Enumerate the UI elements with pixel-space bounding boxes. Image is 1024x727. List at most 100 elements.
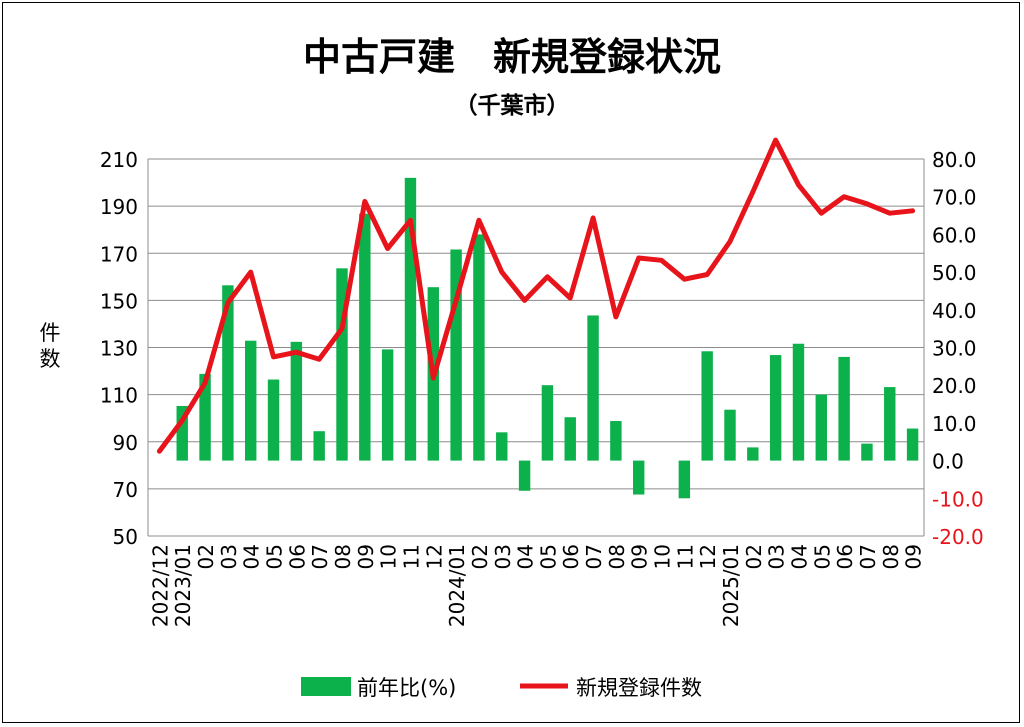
x-tick-label: 09 <box>628 544 652 569</box>
bar <box>290 341 303 461</box>
right-tick-label: 70.0 <box>932 186 977 210</box>
right-axis: -20.0 -10.0 0.0 10.0 20.0 30.0 40.0 50.0 60.0 70.… <box>932 148 984 549</box>
x-tick-label: 2025/01 <box>719 544 743 627</box>
bar <box>222 285 234 461</box>
right-tick-label: 10.0 <box>932 412 977 436</box>
x-tick-label: 11 <box>399 544 423 569</box>
x-tick-label: 05 <box>810 544 834 569</box>
x-tick-label: 07 <box>308 544 332 569</box>
bar <box>587 315 599 461</box>
bar <box>747 447 759 461</box>
x-tick-label: 02 <box>194 544 218 569</box>
x-tick-label: 10 <box>377 544 401 569</box>
legend-bar-label: 前年比(%) <box>357 676 456 700</box>
x-tick-label: 2023/01 <box>171 544 195 627</box>
bar <box>861 443 873 461</box>
left-tick-label: 210 <box>100 148 138 172</box>
y-axis-label-char: 件 <box>40 321 61 345</box>
gridlines <box>147 158 925 537</box>
right-tick-label: -20.0 <box>932 525 984 549</box>
x-tick-label: 10 <box>651 544 675 569</box>
bar <box>564 417 576 461</box>
line-series <box>156 137 916 454</box>
x-tick-label: 09 <box>902 544 926 569</box>
left-tick-label: 150 <box>100 289 138 313</box>
bar <box>404 177 417 461</box>
right-tick-label: 30.0 <box>932 337 977 361</box>
right-tick-label: 50.0 <box>932 261 977 285</box>
bar <box>336 268 348 461</box>
x-tick-label: 11 <box>673 544 697 569</box>
x-tick-label: 2024/01 <box>445 544 469 627</box>
bar <box>518 460 531 491</box>
x-tick-label: 06 <box>559 544 583 569</box>
right-tick-label: -10.0 <box>932 487 984 511</box>
right-tick-label: 60.0 <box>932 223 977 247</box>
right-tick-label: 80.0 <box>932 148 977 172</box>
legend-bar-swatch <box>301 677 351 696</box>
x-tick-label: 03 <box>491 544 515 569</box>
bar <box>792 343 805 461</box>
bar <box>769 355 782 461</box>
x-tick-label: 08 <box>331 544 355 569</box>
x-tick-label: 12 <box>696 544 720 569</box>
bar <box>633 460 645 495</box>
bar <box>245 340 257 461</box>
x-tick-label: 07 <box>856 544 880 569</box>
x-tick-label: 02 <box>742 544 766 569</box>
bar <box>906 428 919 461</box>
x-tick-label: 2022/12 <box>148 544 172 627</box>
bar <box>381 349 394 461</box>
bar <box>473 234 485 461</box>
bar <box>176 405 188 461</box>
x-tick-label: 04 <box>514 544 538 569</box>
left-tick-label: 110 <box>100 384 138 408</box>
x-tick-label: 06 <box>833 544 857 569</box>
y-axis-label-char: 数 <box>40 347 61 371</box>
bar <box>359 213 371 461</box>
bar <box>815 394 827 461</box>
legend-line-label: 新規登録件数 <box>576 676 702 700</box>
left-tick-label: 130 <box>100 337 138 361</box>
right-tick-label: 0.0 <box>932 450 964 474</box>
left-tick-label: 70 <box>113 478 138 502</box>
x-tick-label: 06 <box>285 544 309 569</box>
left-axis: 50 70 90 110 130 150 170 190 210 <box>100 148 138 549</box>
chart-subtitle: （千葉市） <box>455 92 570 119</box>
bar <box>267 379 280 461</box>
bar <box>450 249 462 461</box>
left-tick-label: 170 <box>100 242 138 266</box>
bar <box>724 409 736 461</box>
x-tick-label: 09 <box>354 544 378 569</box>
right-tick-label: 40.0 <box>932 299 977 323</box>
bar <box>678 460 691 499</box>
bar <box>610 421 622 461</box>
x-tick-label: 08 <box>879 544 903 569</box>
right-tick-label: 20.0 <box>932 374 977 398</box>
x-tick-label: 05 <box>263 544 287 569</box>
bar <box>701 351 713 461</box>
x-tick-label: 04 <box>240 544 264 569</box>
legend: 前年比(%) 新規登録件数 <box>301 676 702 700</box>
x-tick-label: 02 <box>468 544 492 569</box>
bar <box>838 356 850 461</box>
bar <box>199 373 211 461</box>
x-tick-label: 08 <box>605 544 629 569</box>
left-tick-label: 90 <box>113 431 138 455</box>
chart-title: 中古戸建 新規登録状況 <box>303 35 721 79</box>
x-tick-label: 05 <box>536 544 560 569</box>
x-tick-label: 03 <box>765 544 789 569</box>
left-tick-label: 190 <box>100 195 138 219</box>
bar <box>884 387 896 461</box>
x-tick-label: 03 <box>217 544 241 569</box>
line-path <box>156 137 916 454</box>
x-tick-label: 12 <box>422 544 446 569</box>
y-axis-label: 件数 <box>40 321 61 371</box>
bar <box>496 432 508 461</box>
x-axis: 2022/122023/0102030405060708091011122024… <box>148 544 925 627</box>
x-tick-label: 07 <box>582 544 606 569</box>
bar-series <box>176 177 919 499</box>
bar <box>313 431 325 461</box>
